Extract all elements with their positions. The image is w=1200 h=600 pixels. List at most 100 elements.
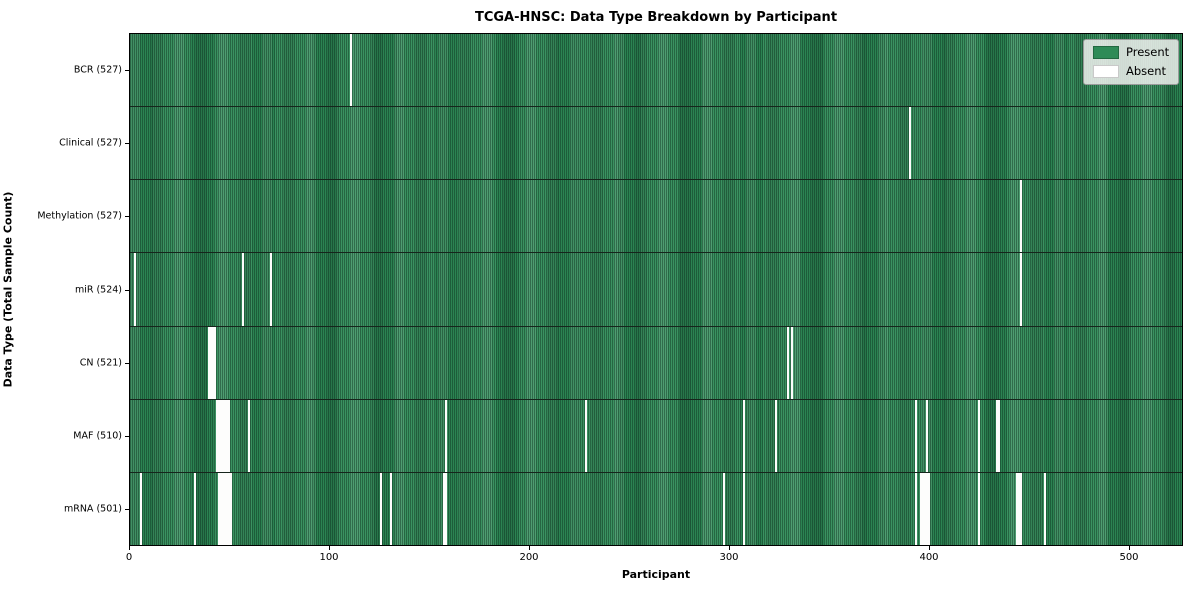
absent-stripe	[225, 399, 228, 472]
absent-stripe	[1016, 472, 1019, 545]
absent-stripe	[223, 472, 226, 545]
absent-stripe	[269, 253, 272, 326]
legend-present-label: Present	[1126, 45, 1170, 59]
x-tick-label: 0	[125, 552, 133, 563]
absent-stripe	[1020, 180, 1023, 253]
absent-stripe	[1018, 472, 1021, 545]
absent-stripe	[978, 399, 981, 472]
absent-stripe	[211, 326, 214, 399]
absent-stripe	[742, 472, 745, 545]
y-tick-label: BCR (527)	[73, 64, 122, 76]
y-tick-mark	[125, 216, 129, 217]
absent-stripe	[443, 472, 446, 545]
y-tick-mark	[125, 70, 129, 71]
x-tick-label: 200	[519, 552, 539, 563]
absent-stripe	[241, 253, 244, 326]
absent-stripe	[225, 472, 228, 545]
absent-stripe	[223, 399, 226, 472]
absent-stripe	[1020, 253, 1023, 326]
absent-stripe	[227, 399, 230, 472]
absent-stripe	[133, 253, 136, 326]
x-tick-label: 100	[319, 552, 339, 563]
y-tick-mark	[125, 290, 129, 291]
legend-entry-absent: Absent	[1093, 65, 1169, 78]
absent-stripe	[193, 472, 196, 545]
legend: Present Absent	[1083, 39, 1180, 85]
y-tick-mark	[125, 143, 129, 144]
absent-swatch-icon	[1093, 65, 1119, 78]
y-tick-label: MAF (510)	[73, 430, 122, 442]
x-tick-mark	[529, 546, 530, 550]
absent-stripe	[790, 326, 793, 399]
x-tick-mark	[129, 546, 130, 550]
absent-stripe	[207, 326, 210, 399]
heatmap-row-MAF	[130, 398, 1182, 472]
absent-stripe	[221, 472, 224, 545]
absent-stripe	[722, 472, 725, 545]
absent-stripe	[445, 399, 448, 472]
absent-stripe	[914, 472, 917, 545]
heatmap-row-Clinical	[130, 106, 1182, 180]
x-tick-label: 300	[719, 552, 739, 563]
absent-stripe	[920, 472, 923, 545]
heatmap-row-mRNA	[130, 471, 1182, 545]
y-tick-mark	[125, 436, 129, 437]
absent-stripe	[926, 472, 929, 545]
absent-stripe	[219, 399, 222, 472]
y-tick-label: mRNA (501)	[63, 503, 122, 515]
absent-stripe	[217, 399, 220, 472]
absent-stripe	[389, 472, 392, 545]
absent-stripe	[1044, 472, 1047, 545]
chart-title: TCGA-HNSC: Data Type Breakdown by Partic…	[474, 10, 838, 25]
y-tick-label: Clinical (527)	[59, 137, 122, 149]
absent-stripe	[998, 399, 1001, 472]
y-tick-mark	[125, 509, 129, 510]
y-tick-mark	[125, 363, 129, 364]
absent-stripe	[742, 399, 745, 472]
absent-stripe	[349, 34, 352, 107]
y-tick-label: miR (524)	[74, 284, 122, 295]
absent-stripe	[219, 472, 222, 545]
absent-stripe	[209, 326, 212, 399]
absent-stripe	[229, 472, 232, 545]
heatmap-row-miR	[130, 252, 1182, 326]
legend-absent-label: Absent	[1126, 64, 1167, 78]
legend-entry-present: Present	[1093, 46, 1169, 59]
absent-stripe	[924, 472, 927, 545]
absent-stripe	[445, 472, 448, 545]
absent-stripe	[213, 326, 216, 399]
absent-stripe	[978, 472, 981, 545]
absent-stripe	[908, 107, 911, 180]
absent-stripe	[926, 399, 929, 472]
absent-stripe	[139, 472, 142, 545]
absent-stripe	[247, 399, 250, 472]
y-tick-label: Methylation (527)	[37, 210, 122, 222]
absent-stripe	[922, 472, 925, 545]
y-tick-label: CN (521)	[79, 357, 122, 369]
present-swatch-icon	[1093, 46, 1119, 59]
absent-stripe	[774, 399, 777, 472]
heatmap-row-Methylation	[130, 179, 1182, 253]
absent-stripe	[786, 326, 789, 399]
absent-stripe	[215, 399, 218, 472]
plot-area	[129, 33, 1183, 546]
x-tick-mark	[329, 546, 330, 550]
absent-stripe	[996, 399, 999, 472]
heatmap-row-BCR	[130, 34, 1182, 107]
absent-stripe	[928, 472, 931, 545]
x-tick-mark	[729, 546, 730, 550]
heatmap-row-CN	[130, 325, 1182, 399]
absent-stripe	[217, 472, 220, 545]
x-tick-mark	[929, 546, 930, 550]
x-tick-label: 500	[1119, 552, 1139, 563]
x-tick-mark	[1129, 546, 1130, 550]
absent-stripe	[585, 399, 588, 472]
absent-stripe	[227, 472, 230, 545]
absent-stripe	[1020, 472, 1023, 545]
x-axis-label: Participant	[621, 568, 691, 581]
absent-stripe	[221, 399, 224, 472]
absent-stripe	[379, 472, 382, 545]
absent-stripe	[914, 399, 917, 472]
x-tick-label: 400	[919, 552, 939, 563]
